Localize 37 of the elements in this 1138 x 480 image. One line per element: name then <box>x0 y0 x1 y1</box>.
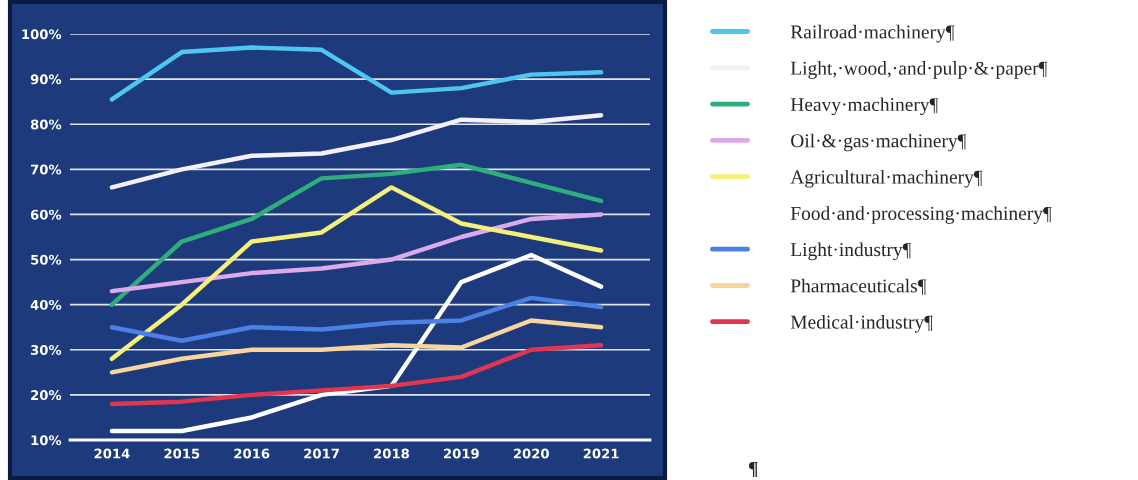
line-series <box>109 343 604 407</box>
line-series <box>109 252 604 434</box>
legend-label: Heavy·machinery¶ <box>790 97 939 116</box>
y-tick-label: 10% <box>31 435 62 446</box>
x-tick-label: 2020 <box>513 448 549 459</box>
x-tick-label: 2016 <box>234 448 270 459</box>
y-tick-label: 70% <box>30 164 62 175</box>
line-series <box>109 185 604 362</box>
y-tick-label: 90% <box>30 74 62 85</box>
line-series <box>109 162 604 307</box>
y-tick-label: 100% <box>22 29 62 40</box>
x-tick-label: 2017 <box>304 448 339 459</box>
x-tick-label: 2021 <box>583 448 619 459</box>
y-tick-label: 50% <box>31 254 62 265</box>
legend-label: Light,·wood,·and·pulp·&·paper¶ <box>790 61 1048 79</box>
y-tick-label: 80% <box>30 119 62 130</box>
x-tick-label: 2014 <box>94 448 130 459</box>
legend-label: Railroad·machinery¶ <box>790 24 955 43</box>
line-series <box>109 318 604 375</box>
legend-label: Light·industry¶ <box>790 242 912 261</box>
line-series <box>109 212 604 294</box>
y-tick-label: 20% <box>31 390 62 401</box>
x-tick-label: 2018 <box>374 448 409 459</box>
line-series <box>109 45 604 102</box>
y-tick-label: 40% <box>30 299 62 310</box>
x-tick-label: 2015 <box>164 448 200 459</box>
legend-label: Medical·industry¶ <box>790 315 933 333</box>
y-tick-label: 60% <box>30 209 62 220</box>
x-tick-label: 2019 <box>444 448 479 459</box>
legend-label: Oil·&·gas·machinery¶ <box>791 133 967 152</box>
text: Food·and·processing·machinery¶ <box>790 206 1052 224</box>
legend-label: Pharmaceuticals¶ <box>790 278 927 295</box>
line-series <box>109 295 604 343</box>
y-tick-label: 30% <box>30 345 62 355</box>
text: ¶ <box>748 461 758 478</box>
legend-label: Agricultural·machinery¶ <box>790 169 983 188</box>
line-series <box>109 112 604 190</box>
